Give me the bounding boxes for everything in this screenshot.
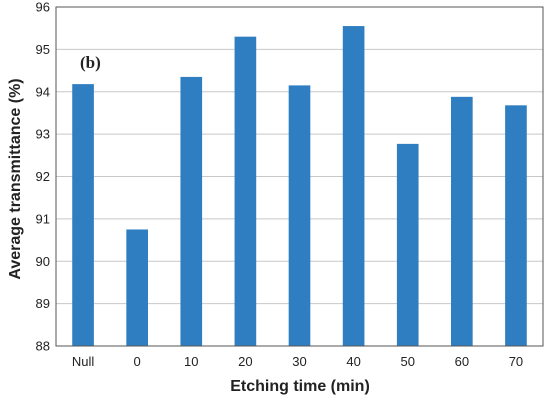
x-tick-label: 10 bbox=[184, 354, 198, 369]
x-tick-label: 0 bbox=[134, 354, 141, 369]
plot-frame bbox=[55, 6, 544, 347]
x-tick-label: 20 bbox=[238, 354, 252, 369]
x-tick-label: 30 bbox=[292, 354, 306, 369]
y-tick-label: 89 bbox=[36, 296, 50, 311]
y-tick-label: 95 bbox=[36, 42, 50, 57]
bar-50 bbox=[396, 143, 419, 346]
x-tick-label: 70 bbox=[509, 354, 523, 369]
y-tick-label: 94 bbox=[36, 84, 50, 99]
y-axis-title: Average transmittance (%) bbox=[7, 78, 24, 279]
y-tick-label: 93 bbox=[36, 127, 50, 142]
bars bbox=[72, 26, 527, 347]
y-tick-label: 96 bbox=[36, 0, 50, 15]
y-tick-label: 92 bbox=[36, 169, 50, 184]
bar-10 bbox=[180, 76, 203, 346]
y-tick-labels: 88 89 90 91 92 93 94 95 96 bbox=[36, 0, 50, 354]
bar-null bbox=[72, 84, 94, 346]
bar-0 bbox=[126, 229, 148, 346]
x-tick-label: 40 bbox=[346, 354, 360, 369]
x-tick-label: 60 bbox=[455, 354, 469, 369]
bar-20 bbox=[234, 36, 257, 346]
panel-label: (b) bbox=[80, 53, 101, 72]
y-tick-label: 91 bbox=[36, 211, 50, 226]
bar-70 bbox=[505, 105, 527, 346]
bar-40 bbox=[342, 26, 365, 346]
bar-30 bbox=[288, 85, 311, 347]
bar-60 bbox=[451, 96, 473, 347]
y-tick-label: 90 bbox=[36, 254, 50, 269]
x-tick-labels: Null 0 10 20 30 40 50 60 70 bbox=[72, 354, 523, 369]
x-tick-label: Null bbox=[72, 354, 95, 369]
y-tick-label: 88 bbox=[36, 339, 50, 354]
x-axis-title: Etching time (min) bbox=[230, 378, 370, 395]
x-tick-label: 50 bbox=[400, 354, 414, 369]
